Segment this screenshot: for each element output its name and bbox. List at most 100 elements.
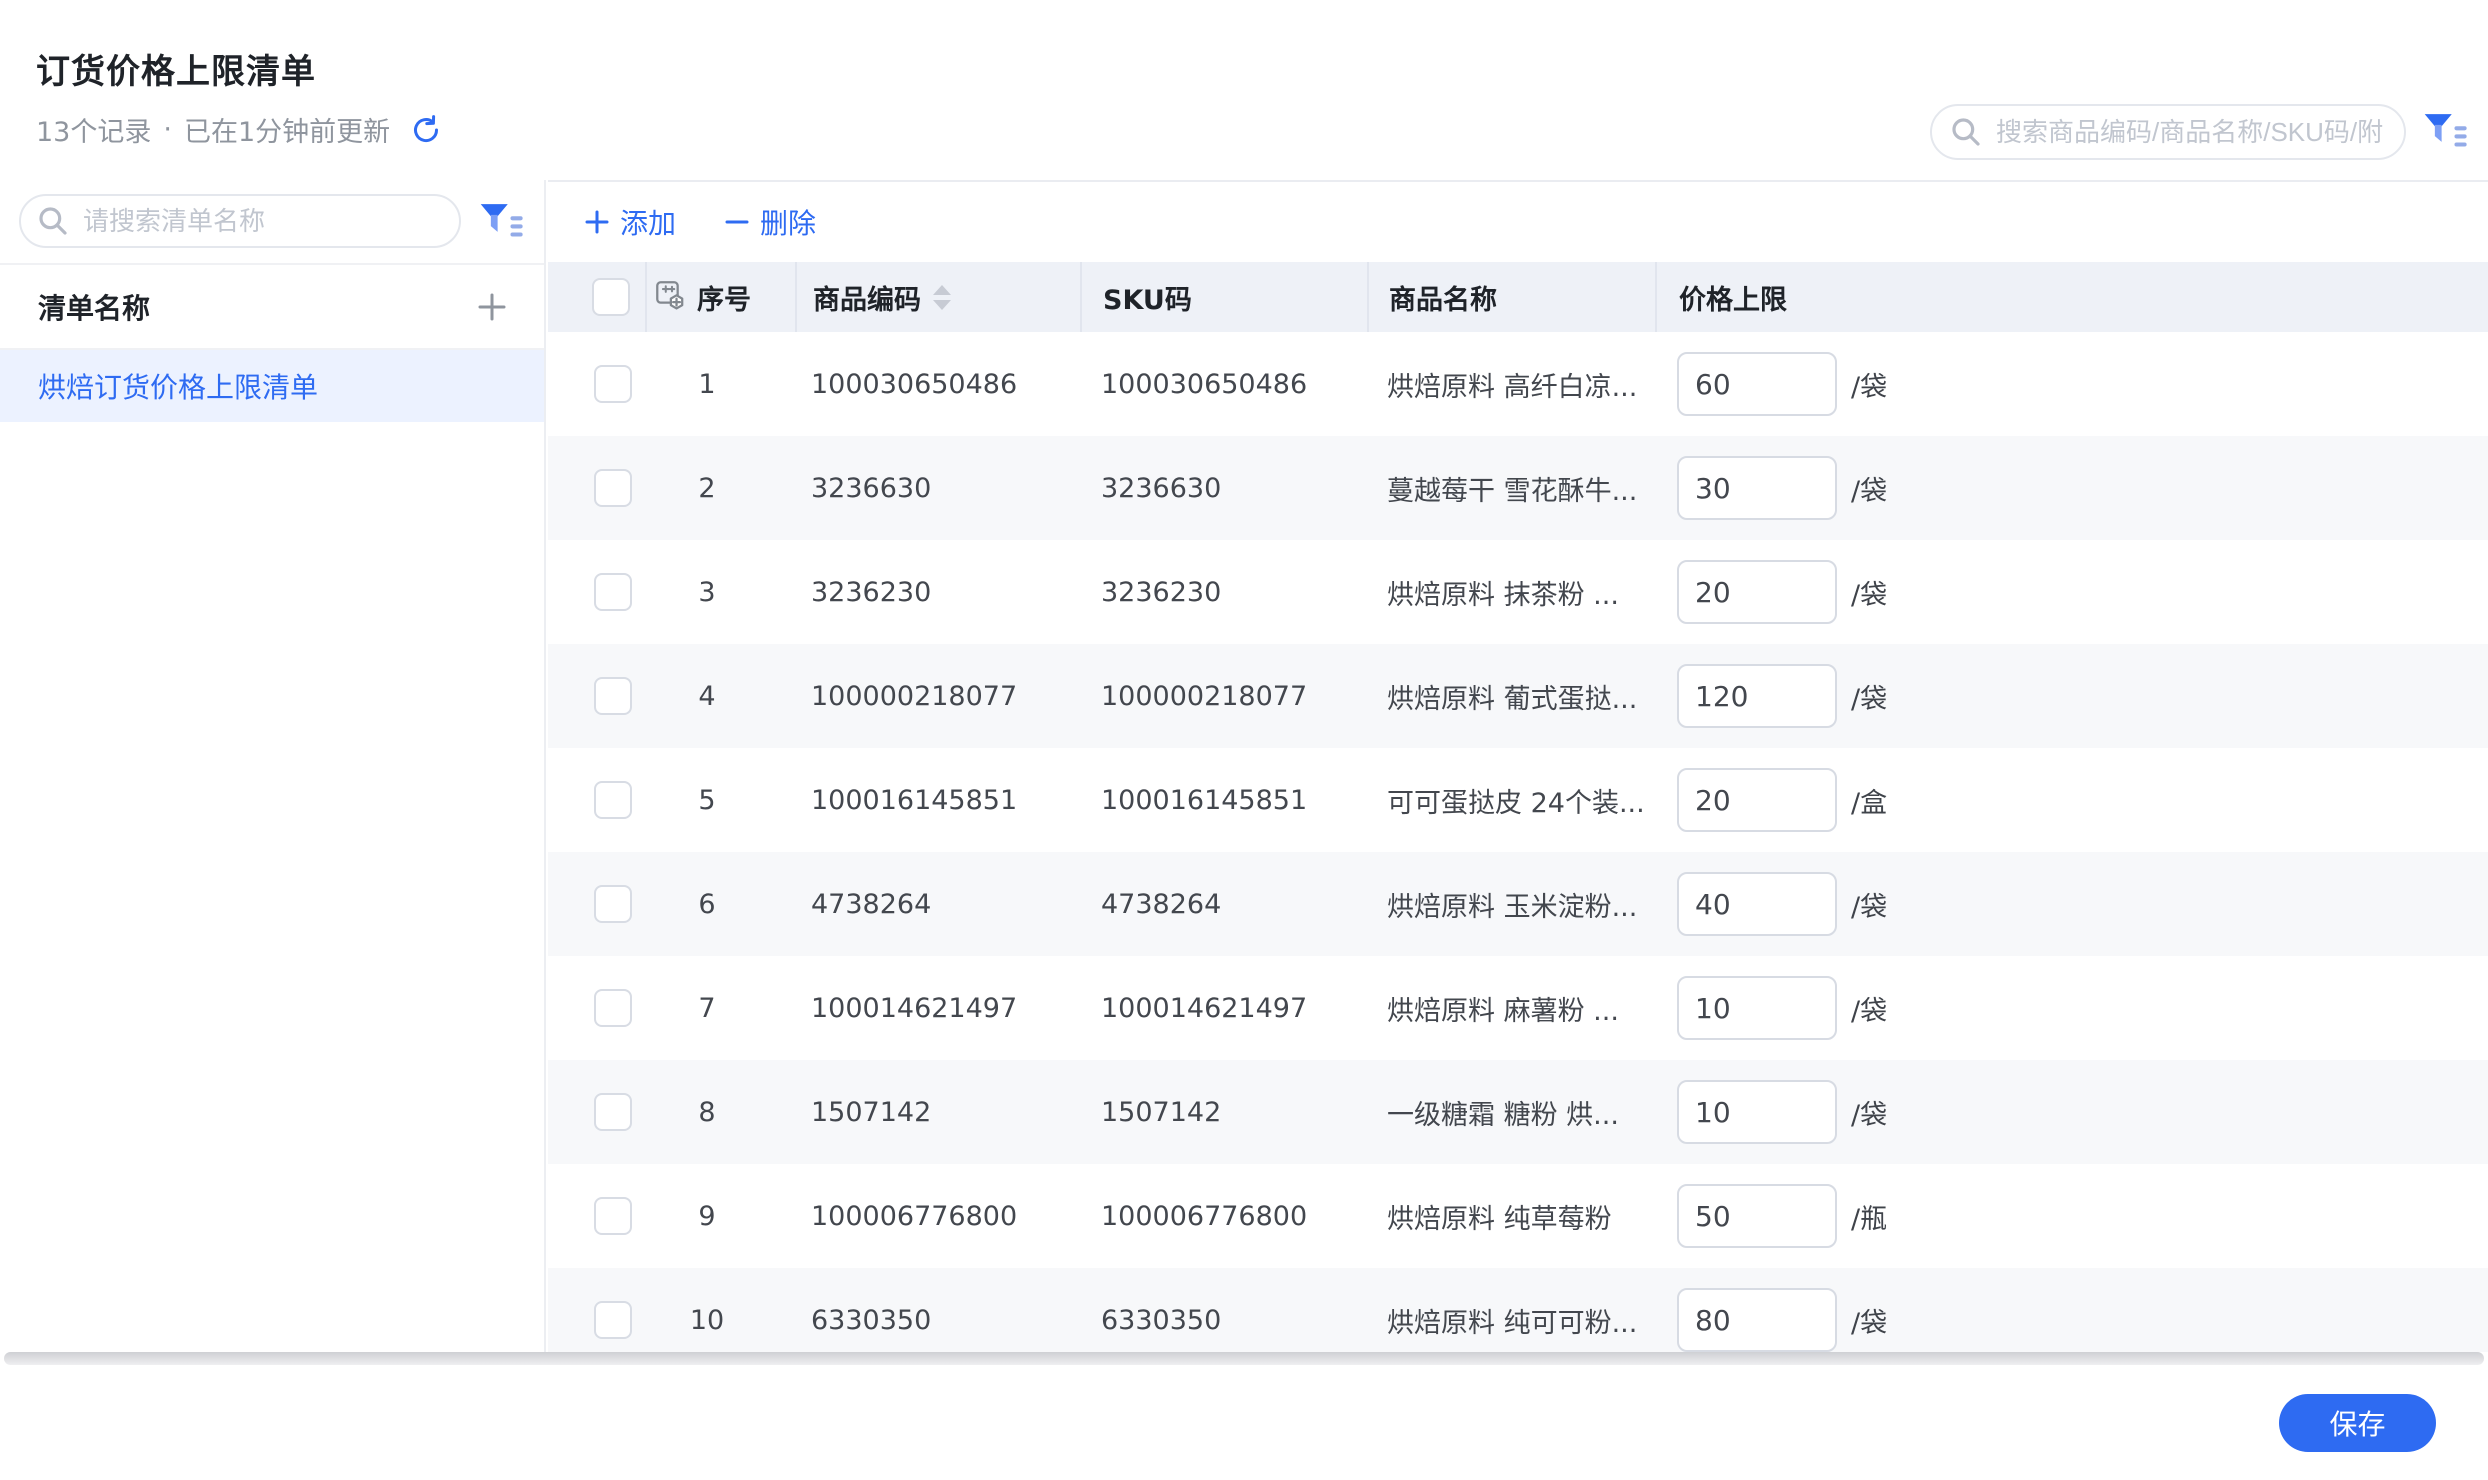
cell-sku: 100014621497 <box>1101 992 1308 1024</box>
delete-row-label: 删除 <box>760 207 817 240</box>
cell-index: 6 <box>698 888 716 920</box>
page-header: 订货价格上限清单 13个记录 · 已在1分钟前更新 <box>0 0 2488 180</box>
global-search-input[interactable] <box>1994 115 2394 149</box>
cell-sku: 3236630 <box>1101 472 1222 504</box>
price-cap-input[interactable] <box>1677 976 1837 1040</box>
row-checkbox[interactable] <box>594 989 632 1027</box>
refresh-icon[interactable] <box>410 114 442 146</box>
price-unit: /袋 <box>1851 995 1888 1027</box>
cell-product-code: 6330350 <box>811 1304 932 1336</box>
plus-icon <box>478 293 506 320</box>
col-index-label: 序号 <box>697 284 751 316</box>
cell-product-code: 100016145851 <box>811 784 1018 816</box>
table-row: 10 6330350 6330350 烘焙原料 纯可可粉... /袋 <box>548 1268 2488 1352</box>
price-unit: /袋 <box>1851 891 1888 923</box>
select-all-checkbox[interactable] <box>592 278 630 316</box>
table-row: 2 3236630 3236630 蔓越莓干 雪花酥牛... /袋 <box>548 436 2488 540</box>
minus-icon <box>725 220 749 224</box>
list-section-header: 清单名称 <box>0 263 544 350</box>
sort-control[interactable] <box>933 284 951 310</box>
cell-index: 9 <box>698 1200 716 1232</box>
sort-desc-icon[interactable] <box>933 299 951 310</box>
cell-product-name: 可可蛋挞皮 24个装... <box>1387 787 1645 819</box>
row-checkbox[interactable] <box>594 677 632 715</box>
delete-row-button[interactable]: 删除 <box>724 202 816 242</box>
cell-product-name: 烘焙原料 高纤白凉... <box>1387 371 1638 403</box>
price-cap-input[interactable] <box>1677 1080 1837 1144</box>
add-row-button[interactable]: 添加 <box>584 202 676 242</box>
add-row-label: 添加 <box>620 207 677 240</box>
cell-sku: 6330350 <box>1101 1304 1222 1336</box>
cell-product-name: 烘焙原料 麻薯粉 ... <box>1387 995 1619 1027</box>
col-product-code-label: 商品编码 <box>813 284 921 316</box>
index-settings-icon[interactable] <box>655 280 689 314</box>
price-cap-input[interactable] <box>1677 664 1837 728</box>
price-unit: /袋 <box>1851 371 1888 403</box>
search-icon <box>1952 118 1980 146</box>
price-unit: /袋 <box>1851 475 1888 507</box>
price-cap-input[interactable] <box>1677 352 1837 416</box>
sidebar-filter-icon[interactable] <box>478 200 524 242</box>
row-checkbox[interactable] <box>594 1197 632 1235</box>
cell-product-code: 3236630 <box>811 472 932 504</box>
horizontal-scrollbar[interactable] <box>4 1352 2484 1365</box>
sidebar-search[interactable] <box>19 194 461 248</box>
cell-product-name: 烘焙原料 纯草莓粉 <box>1387 1203 1612 1235</box>
table-row: 3 3236230 3236230 烘焙原料 抹茶粉 ... /袋 <box>548 540 2488 644</box>
row-checkbox[interactable] <box>594 573 632 611</box>
price-unit: /盒 <box>1851 787 1888 819</box>
cell-product-name: 一级糖霜 糖粉 烘... <box>1387 1099 1619 1131</box>
cell-index: 10 <box>689 1304 725 1336</box>
cell-sku: 100016145851 <box>1101 784 1308 816</box>
price-cap-input[interactable] <box>1677 456 1837 520</box>
row-checkbox[interactable] <box>594 781 632 819</box>
row-checkbox[interactable] <box>594 365 632 403</box>
price-cap-input[interactable] <box>1677 872 1837 936</box>
table-row: 1 100030650486 100030650486 烘焙原料 高纤白凉... /袋 <box>548 332 2488 436</box>
row-checkbox[interactable] <box>594 1301 632 1339</box>
cell-product-name: 蔓越莓干 雪花酥牛... <box>1387 475 1638 507</box>
cell-product-code: 100014621497 <box>811 992 1018 1024</box>
cell-sku: 1507142 <box>1101 1096 1222 1128</box>
table-row: 7 100014621497 100014621497 烘焙原料 麻薯粉 ... /袋 <box>548 956 2488 1060</box>
price-cap-input[interactable] <box>1677 768 1837 832</box>
row-checkbox[interactable] <box>594 885 632 923</box>
price-unit: /瓶 <box>1851 1203 1888 1235</box>
cell-product-name: 烘焙原料 纯可可粉... <box>1387 1307 1638 1339</box>
global-filter-icon[interactable] <box>2422 110 2468 152</box>
sidebar-item-price-cap-list[interactable]: 烘焙订货价格上限清单 <box>0 350 544 422</box>
search-icon <box>39 207 67 235</box>
subtitle-separator: · <box>163 114 172 145</box>
page-subtitle: 13个记录 · 已在1分钟前更新 <box>36 110 442 149</box>
price-cap-input[interactable] <box>1677 1288 1837 1352</box>
table-row: 8 1507142 1507142 一级糖霜 糖粉 烘... /袋 <box>548 1060 2488 1164</box>
table-row: 6 4738264 4738264 烘焙原料 玉米淀粉... /袋 <box>548 852 2488 956</box>
row-checkbox[interactable] <box>594 1093 632 1131</box>
plus-icon <box>585 210 609 234</box>
cell-index: 1 <box>698 368 716 400</box>
col-product-name-label: 商品名称 <box>1389 284 1497 316</box>
global-search[interactable] <box>1930 104 2406 160</box>
row-checkbox[interactable] <box>594 469 632 507</box>
price-cap-input[interactable] <box>1677 1184 1837 1248</box>
save-button[interactable]: 保存 <box>2279 1394 2436 1452</box>
price-unit: /袋 <box>1851 579 1888 611</box>
price-unit: /袋 <box>1851 1307 1888 1339</box>
add-list-button[interactable] <box>474 289 510 325</box>
cell-sku: 100000218077 <box>1101 680 1308 712</box>
cell-index: 5 <box>698 784 716 816</box>
sidebar-search-input[interactable] <box>81 204 447 238</box>
sidebar-item-label: 烘焙订货价格上限清单 <box>38 371 319 404</box>
table-toolbar: 添加 删除 <box>548 182 2488 262</box>
price-unit: /袋 <box>1851 683 1888 715</box>
table-row: 5 100016145851 100016145851 可可蛋挞皮 24个装... /盒 <box>548 748 2488 852</box>
cell-index: 8 <box>698 1096 716 1128</box>
price-cap-input[interactable] <box>1677 560 1837 624</box>
sort-asc-icon[interactable] <box>933 284 951 295</box>
cell-sku: 3236230 <box>1101 576 1222 608</box>
record-count: 13个记录 <box>36 117 152 148</box>
table-row: 4 100000218077 100000218077 烘焙原料 葡式蛋挞... /袋 <box>548 644 2488 748</box>
table-row: 9 100006776800 100006776800 烘焙原料 纯草莓粉/瓶 <box>548 1164 2488 1268</box>
cell-product-name: 烘焙原料 葡式蛋挞... <box>1387 683 1638 715</box>
